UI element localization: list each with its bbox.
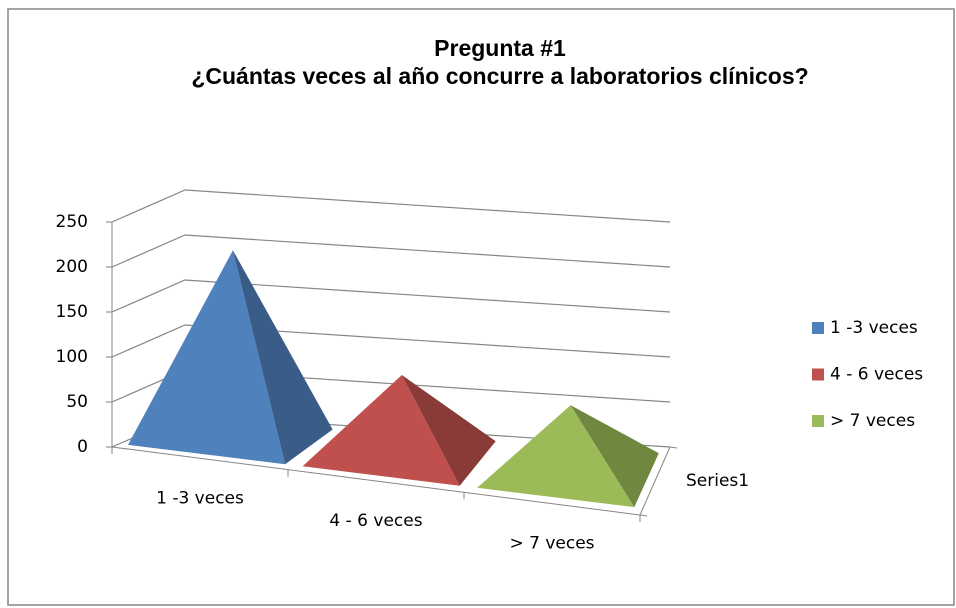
pyramid — [477, 405, 659, 508]
depth-tick — [669, 446, 678, 449]
legend-swatch — [812, 322, 824, 334]
depth-tick — [639, 514, 648, 517]
pyramid-side — [232, 250, 333, 465]
chart-border — [7, 8, 955, 606]
x-tick-label: > 7 veces — [509, 534, 594, 554]
grid-line — [111, 324, 671, 358]
depth-axis — [639, 446, 671, 516]
y-tick-label: 0 — [77, 437, 88, 457]
x-tick-label: 1 -3 veces — [156, 488, 244, 508]
y-tick-label: 200 — [56, 257, 88, 277]
legend-swatch — [812, 415, 824, 427]
series-label: Series1 — [686, 471, 749, 491]
chart-title: Pregunta #1 — [434, 35, 566, 61]
grid-line — [111, 234, 671, 268]
legend-label: 4 - 6 veces — [830, 365, 923, 385]
titles: Pregunta #1 ¿Cuántas veces al año concur… — [170, 34, 830, 90]
y-tick-label: 100 — [56, 347, 88, 367]
pyramid — [302, 375, 496, 486]
legend-label: 1 -3 veces — [830, 318, 918, 338]
pyramid-side — [401, 375, 496, 486]
grid-line — [111, 279, 671, 313]
grid-line — [111, 189, 671, 223]
pyramid-front — [477, 405, 635, 508]
legend-swatch — [812, 368, 824, 381]
pyramid — [128, 250, 333, 465]
pyramid-front — [302, 375, 460, 486]
y-tick-label: 50 — [66, 392, 88, 412]
pyramid-side — [570, 405, 659, 508]
legend-label: > 7 veces — [830, 411, 915, 431]
x-axis — [111, 446, 641, 516]
x-tick-label: 4 - 6 veces — [329, 511, 422, 531]
y-tick-label: 250 — [56, 212, 88, 232]
chart-subtitle: ¿Cuántas veces al año concurre a laborat… — [191, 63, 809, 89]
y-tick-label: 150 — [56, 302, 88, 322]
pyramid-front — [128, 250, 286, 465]
